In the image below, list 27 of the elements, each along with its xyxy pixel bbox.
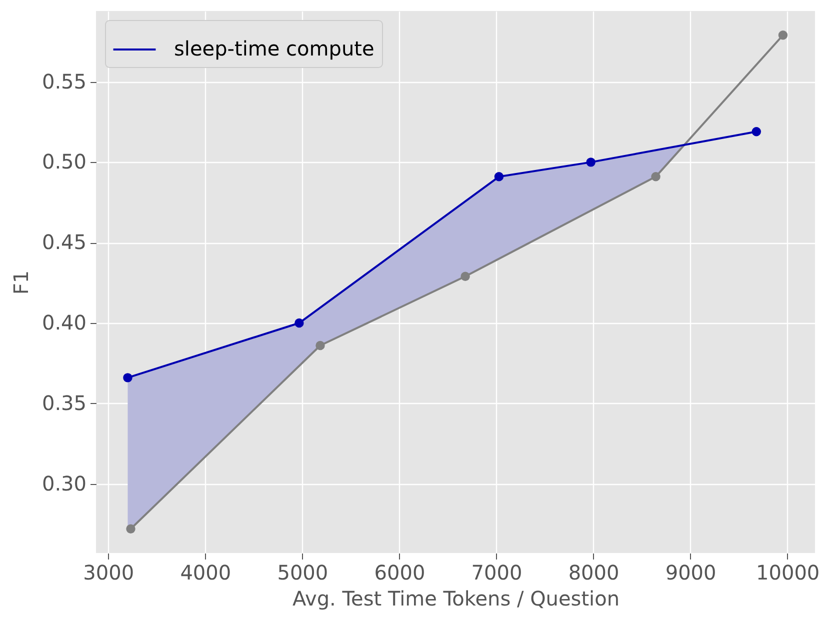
- y-tick-label: 0.55: [42, 69, 86, 94]
- x-tick-label: 9000: [665, 560, 716, 584]
- x-axis-title: Avg. Test Time Tokens / Question: [292, 586, 620, 610]
- point: [316, 340, 325, 350]
- x-tick-label: 10000: [756, 560, 820, 584]
- y-tick-label: 0.30: [42, 471, 86, 496]
- point: [460, 272, 470, 281]
- point: [294, 318, 304, 328]
- point: [778, 30, 788, 40]
- y-tick-label: 0.40: [42, 310, 86, 335]
- y-tick-label: 0.45: [42, 230, 86, 254]
- point: [651, 172, 660, 182]
- x-tick-label: 7000: [471, 560, 522, 584]
- y-tick-label: 0.35: [42, 390, 86, 415]
- point: [752, 127, 762, 136]
- x-tick-label: 8000: [568, 560, 620, 584]
- point: [123, 373, 132, 382]
- x-tick-label: 6000: [374, 560, 426, 584]
- x-tick-label: 5000: [277, 560, 328, 584]
- x-tick-label: 3000: [83, 560, 134, 584]
- point: [586, 158, 596, 167]
- point: [494, 172, 504, 182]
- y-tick-label: 0.50: [42, 150, 86, 174]
- x-tick-label: 4000: [180, 560, 232, 584]
- y-axis-title: F1: [8, 270, 33, 295]
- legend-label: sleep-time compute: [174, 36, 374, 60]
- point: [126, 524, 136, 534]
